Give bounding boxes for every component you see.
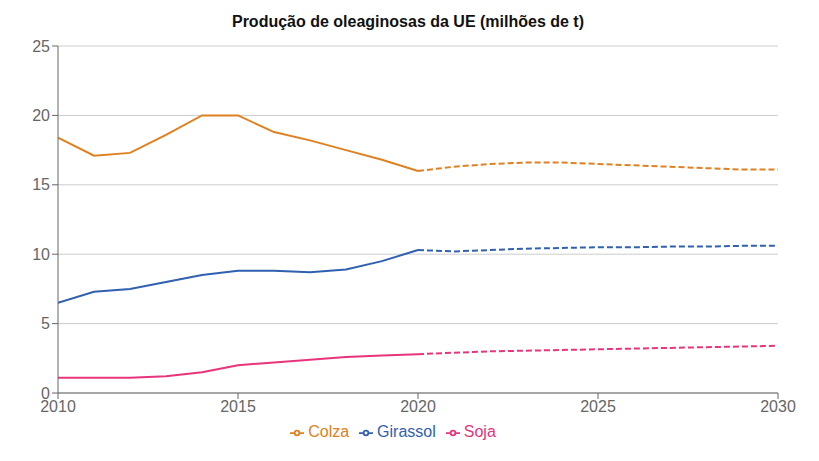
svg-text:2030: 2030 (760, 398, 796, 415)
svg-text:2020: 2020 (400, 398, 436, 415)
svg-text:2015: 2015 (220, 398, 256, 415)
svg-text:0: 0 (41, 385, 50, 402)
svg-text:10: 10 (32, 246, 50, 263)
svg-text:2010: 2010 (40, 398, 76, 416)
html-text:Soja: Soja (463, 423, 496, 440)
svg-text:20: 20 (32, 107, 50, 124)
svg-text:25: 25 (32, 38, 50, 55)
html-text:Produção de oleaginosas da UE: Produção de oleaginosas da UE (milhões d… (232, 13, 584, 30)
svg-text:2025: 2025 (580, 398, 616, 415)
html-text:Colza: Colza (308, 423, 350, 440)
html-text:Girassol: Girassol (377, 423, 436, 440)
svg-text:5: 5 (41, 315, 50, 332)
svg-text:15: 15 (32, 176, 50, 193)
